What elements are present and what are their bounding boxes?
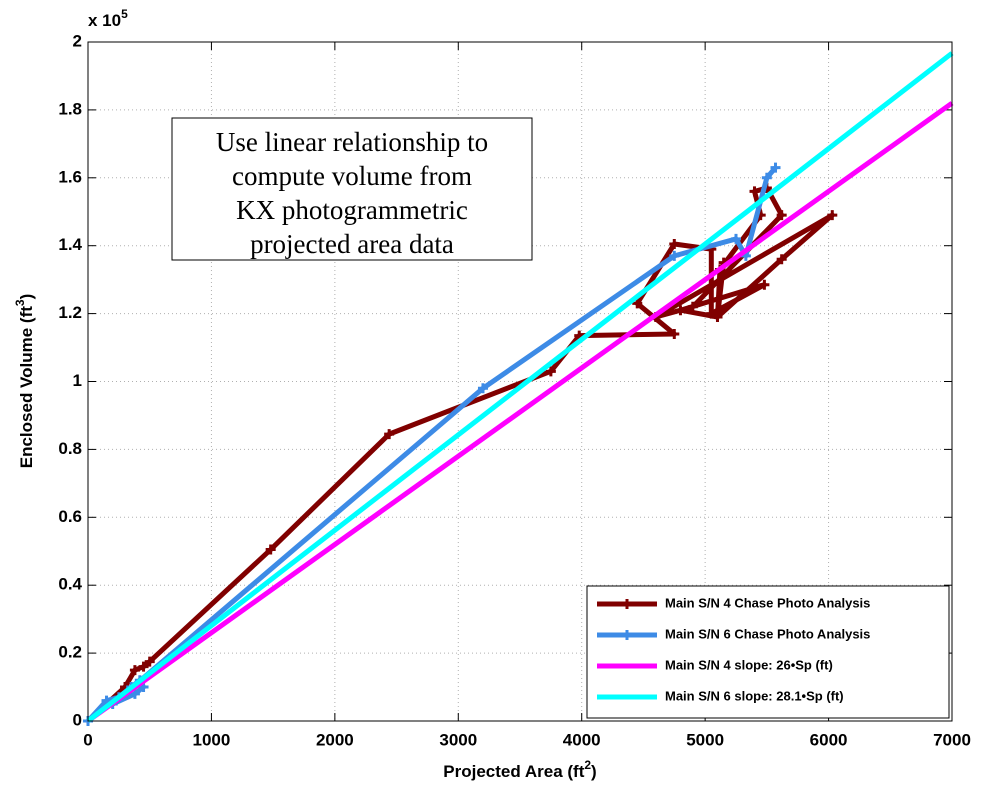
legend-marker xyxy=(622,599,632,609)
point-marker xyxy=(731,233,741,244)
y-tick-label: 1.6 xyxy=(58,167,82,186)
point-marker xyxy=(706,308,717,319)
point-marker xyxy=(144,656,155,667)
point-marker xyxy=(632,298,643,309)
x-tick-label: 1000 xyxy=(193,730,231,749)
y-multiplier-exponent: 5 xyxy=(121,7,128,21)
plot-frame xyxy=(87,41,953,722)
x-tick-label: 6000 xyxy=(810,730,848,749)
y-tick-label: 0.4 xyxy=(58,575,82,594)
point-marker xyxy=(776,254,787,265)
point-marker xyxy=(669,250,680,261)
y-tick-label: 1.4 xyxy=(58,235,82,254)
annotation-line: compute volume from xyxy=(232,161,472,191)
annotation-line: KX photogrammetric xyxy=(236,195,468,225)
x-label-text: Projected Area (ft xyxy=(443,762,584,781)
series-line xyxy=(86,101,954,724)
point-marker xyxy=(749,186,760,197)
y-axis-label: Enclosed Volume (ft3) xyxy=(13,294,36,469)
x-label-end: ) xyxy=(591,762,597,781)
point-marker xyxy=(675,305,686,316)
y-tick-label: 0.8 xyxy=(58,439,82,458)
legend-label: Main S/N 6 slope: 28.1•Sp (ft) xyxy=(665,688,844,703)
annotation-line: Use linear relationship to xyxy=(216,127,488,157)
y-tick-label: 0.6 xyxy=(58,507,82,526)
series-line xyxy=(86,51,954,723)
point-marker xyxy=(776,210,787,221)
point-marker xyxy=(265,544,276,555)
point-marker xyxy=(770,162,781,173)
point-marker xyxy=(138,661,149,672)
y-tick-label: 1.8 xyxy=(58,99,82,118)
x-tick-label: 3000 xyxy=(439,730,477,749)
x-tick-label: 0 xyxy=(83,730,92,749)
y-label-sup: 3 xyxy=(13,299,27,306)
point-marker xyxy=(545,366,556,377)
x-tick-label: 7000 xyxy=(933,730,971,749)
legend-label: Main S/N 4 slope: 26•Sp (ft) xyxy=(665,657,833,672)
point-marker xyxy=(129,665,140,676)
y-multiplier-base: x 10 xyxy=(88,11,121,30)
y-label-text: Enclosed Volume (ft xyxy=(17,306,36,468)
x-tick-label: 5000 xyxy=(686,730,724,749)
legend-marker xyxy=(622,630,632,640)
y-label-end: ) xyxy=(17,294,36,300)
x-tick-label: 2000 xyxy=(316,730,354,749)
y-tick-label: 0.2 xyxy=(58,643,82,662)
point-marker xyxy=(827,210,838,221)
point-marker xyxy=(712,311,723,322)
y-tick-label: 0 xyxy=(73,710,82,729)
annotation-line: projected area data xyxy=(250,229,454,259)
x-tick-label: 4000 xyxy=(563,730,601,749)
legend-label: Main S/N 4 Chase Photo Analysis xyxy=(665,595,870,610)
y-multiplier: x 105 xyxy=(88,7,128,30)
point-marker xyxy=(477,383,488,394)
point-marker xyxy=(687,301,698,312)
point-marker xyxy=(761,172,772,183)
y-tick-label: 1 xyxy=(73,371,82,390)
annotation-box xyxy=(171,117,533,261)
point-marker xyxy=(669,328,680,339)
legend-label: Main S/N 6 Chase Photo Analysis xyxy=(665,626,870,641)
point-marker xyxy=(384,429,395,440)
point-marker xyxy=(669,239,680,250)
x-label-sup: 2 xyxy=(584,758,591,772)
point-marker xyxy=(759,279,770,290)
y-tick-label: 2 xyxy=(73,31,82,50)
x-axis-label: Projected Area (ft2) xyxy=(443,758,596,781)
y-tick-label: 1.2 xyxy=(58,303,82,322)
